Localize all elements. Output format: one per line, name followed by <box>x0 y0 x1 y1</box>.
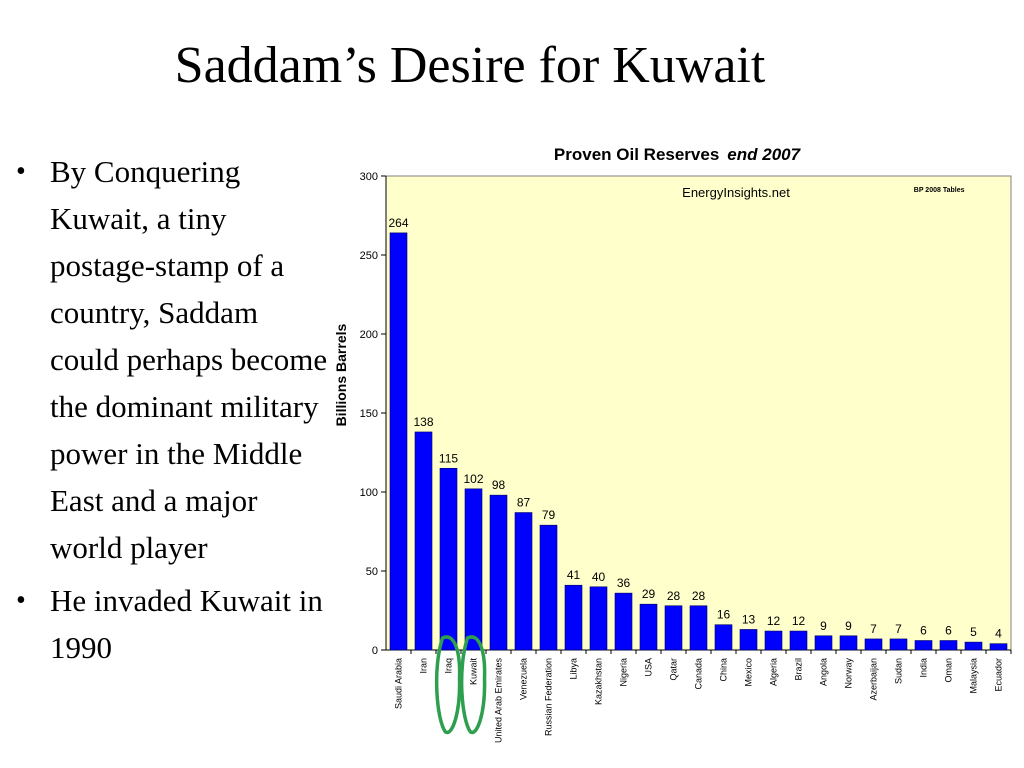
bar <box>564 584 583 651</box>
bar <box>989 643 1008 651</box>
x-tick-label: Azerbaijan <box>869 658 879 701</box>
chart-source-note: BP 2008 Tables <box>914 187 965 194</box>
x-tick-label: Sudan <box>894 658 904 684</box>
x-tick-label: Norway <box>844 658 854 689</box>
bar <box>489 494 508 651</box>
bar <box>689 605 708 651</box>
bar <box>914 640 933 651</box>
x-tick-label: Kuwait <box>469 658 479 686</box>
y-tick-label: 300 <box>360 171 378 183</box>
bar <box>789 630 808 651</box>
y-tick-label: 0 <box>372 645 378 657</box>
x-tick-label: Venezuela <box>519 658 529 700</box>
x-tick-label: Mexico <box>744 658 754 687</box>
bar <box>939 640 958 651</box>
bar <box>389 232 408 651</box>
x-tick-label: Oman <box>944 658 954 683</box>
chart-title-suffix: end 2007 <box>727 145 801 164</box>
x-tick-label: Iran <box>419 658 429 674</box>
y-axis-title: Billions Barrels <box>333 324 349 427</box>
data-label: 12 <box>792 614 806 628</box>
bullet-dot: • <box>16 156 26 187</box>
y-tick-label: 250 <box>360 250 378 262</box>
x-tick-label: Algeria <box>769 658 779 686</box>
data-label: 40 <box>592 570 606 584</box>
data-label: 4 <box>995 627 1002 641</box>
x-tick-label: China <box>719 658 729 682</box>
data-label: 79 <box>542 508 556 522</box>
data-label: 41 <box>567 568 581 582</box>
bar <box>764 630 783 651</box>
data-label: 264 <box>388 216 408 230</box>
bar <box>964 641 983 651</box>
slide-title: Saddam’s Desire for Kuwait <box>174 37 766 94</box>
x-tick-label: Qatar <box>669 658 679 681</box>
highlight-loop <box>434 635 462 735</box>
highlight-loop <box>459 635 487 735</box>
bar <box>639 603 658 651</box>
bar <box>439 467 458 651</box>
bar <box>464 488 483 651</box>
bar <box>589 586 608 651</box>
data-label: 36 <box>617 576 631 590</box>
bar <box>714 624 733 651</box>
bullet-dot: • <box>16 585 26 616</box>
x-tick-label: Angola <box>819 658 829 686</box>
bar <box>889 638 908 651</box>
x-tick-label: USA <box>644 658 654 677</box>
data-label: 5 <box>970 625 977 639</box>
data-label: 6 <box>920 624 927 638</box>
data-label: 29 <box>642 587 656 601</box>
x-tick-label: Canada <box>694 658 704 690</box>
data-label: 13 <box>742 612 756 626</box>
bar <box>814 635 833 651</box>
chart-title-main: Proven Oil Reserves <box>554 145 719 164</box>
bullet-list: • By Conquering Kuwait, a tiny postage-st… <box>14 148 334 677</box>
data-label: 16 <box>717 608 731 622</box>
data-label: 12 <box>767 614 781 628</box>
bullet-text: By Conquering Kuwait, a tiny postage-sta… <box>50 154 328 565</box>
x-tick-label: Russian Federation <box>544 658 554 736</box>
data-label: 102 <box>463 472 483 486</box>
bullet-item: • By Conquering Kuwait, a tiny postage-st… <box>14 148 334 571</box>
x-tick-label: Ecuador <box>994 658 1004 692</box>
bar <box>664 605 683 651</box>
data-label: 87 <box>517 496 531 510</box>
data-label: 138 <box>413 415 433 429</box>
bar <box>614 592 633 651</box>
x-tick-label: Saudi Arabia <box>394 658 404 709</box>
chart-title: Proven Oil Reserves end 2007 <box>554 145 802 164</box>
bar <box>839 635 858 651</box>
y-tick-label: 50 <box>366 566 378 578</box>
data-label: 28 <box>667 589 681 603</box>
bullet-text: He invaded Kuwait in 1990 <box>50 583 323 665</box>
bullet-item: • He invaded Kuwait in 1990 <box>14 577 334 671</box>
data-label: 98 <box>492 478 506 492</box>
y-tick-label: 150 <box>360 408 378 420</box>
bar <box>414 431 433 651</box>
data-label: 115 <box>439 451 458 465</box>
data-label: 9 <box>845 619 852 633</box>
oil-reserves-chart: Proven Oil Reserves end 2007 0 50 100 150 200… <box>333 145 1012 744</box>
data-label: 28 <box>692 589 706 603</box>
bar <box>514 512 533 651</box>
x-tick-label: Brazil <box>794 658 804 681</box>
bar <box>864 638 883 651</box>
x-tick-label: Nigeria <box>619 658 629 687</box>
x-tick-label: Malaysia <box>969 658 979 694</box>
data-label: 7 <box>870 622 877 636</box>
data-label: 7 <box>895 622 902 636</box>
y-tick-label: 200 <box>360 329 378 341</box>
bar <box>539 524 558 651</box>
x-tick-label: Iraq <box>444 658 454 674</box>
x-tick-label: Kazakhstan <box>594 658 604 705</box>
chart-watermark: EnergyInsights.net <box>682 185 790 200</box>
data-label: 9 <box>820 619 827 633</box>
bar <box>739 629 758 651</box>
data-label: 6 <box>945 624 952 638</box>
y-tick-label: 100 <box>360 487 378 499</box>
x-tick-label: United Arab Emirates <box>494 658 504 744</box>
x-tick-label: India <box>919 658 929 678</box>
x-tick-label: Libya <box>569 658 579 680</box>
